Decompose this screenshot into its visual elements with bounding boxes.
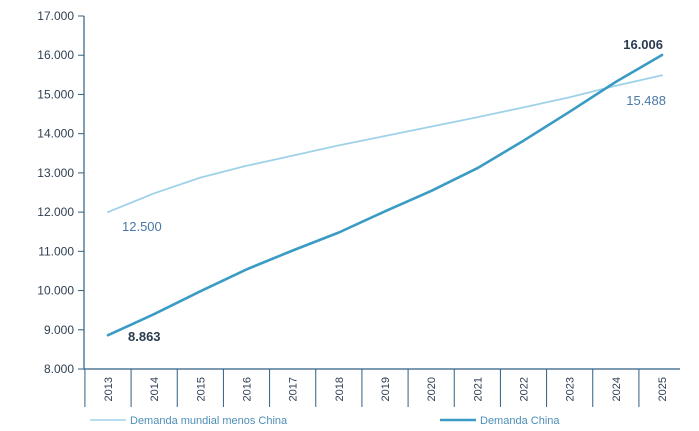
y-tick-label: 17.000 bbox=[37, 9, 74, 23]
data-label: 12.500 bbox=[122, 219, 162, 234]
x-tick-label: 2013 bbox=[103, 377, 115, 401]
y-tick-label: 13.000 bbox=[37, 166, 74, 180]
series-line-china bbox=[106, 53, 664, 337]
annotation-layer: 12.500 15.488 8.863 16.006 bbox=[122, 37, 666, 344]
y-tick-label: 14.000 bbox=[37, 127, 74, 141]
y-tick-label: 10.000 bbox=[37, 284, 74, 298]
x-tick-label: 2025 bbox=[657, 377, 669, 401]
x-tick-label: 2022 bbox=[519, 377, 531, 401]
y-axis: 8.000 9.000 10.000 11.000 12.000 13.000 14.000… bbox=[37, 9, 85, 376]
x-tick-label: 2023 bbox=[565, 377, 577, 401]
y-tick-label: 16.000 bbox=[37, 48, 74, 62]
data-label: 16.006 bbox=[623, 37, 663, 52]
y-tick-label: 9.000 bbox=[44, 323, 74, 337]
legend-entry: Demanda China bbox=[480, 415, 560, 427]
y-tick-label: 12.000 bbox=[37, 205, 74, 219]
series-layer bbox=[106, 53, 664, 337]
x-tick-label: 2021 bbox=[472, 377, 484, 401]
x-tick-label: 2014 bbox=[149, 377, 161, 401]
data-label: 15.488 bbox=[626, 93, 666, 108]
x-tick-label: 2017 bbox=[288, 377, 300, 401]
x-axis: 2013 2014 2015 2016 2017 2018 2019 2020 2021 2022… bbox=[84, 368, 680, 407]
x-tick-label: 2018 bbox=[334, 377, 346, 401]
x-tick-label: 2019 bbox=[380, 377, 392, 401]
x-tick-label: 2024 bbox=[611, 377, 623, 401]
x-tick-label: 2020 bbox=[426, 377, 438, 401]
series-line-world-minus-china bbox=[107, 74, 663, 214]
x-tick-label: 2015 bbox=[195, 377, 207, 401]
y-tick-label: 8.000 bbox=[44, 362, 74, 376]
legend: Demanda mundial menos China Demanda China bbox=[90, 415, 560, 427]
y-tick-label: 11.000 bbox=[38, 244, 74, 258]
data-label: 8.863 bbox=[128, 329, 161, 344]
legend-entry: Demanda mundial menos China bbox=[130, 415, 288, 427]
y-tick-label: 15.000 bbox=[37, 87, 74, 101]
x-tick-label: 2016 bbox=[242, 377, 254, 401]
